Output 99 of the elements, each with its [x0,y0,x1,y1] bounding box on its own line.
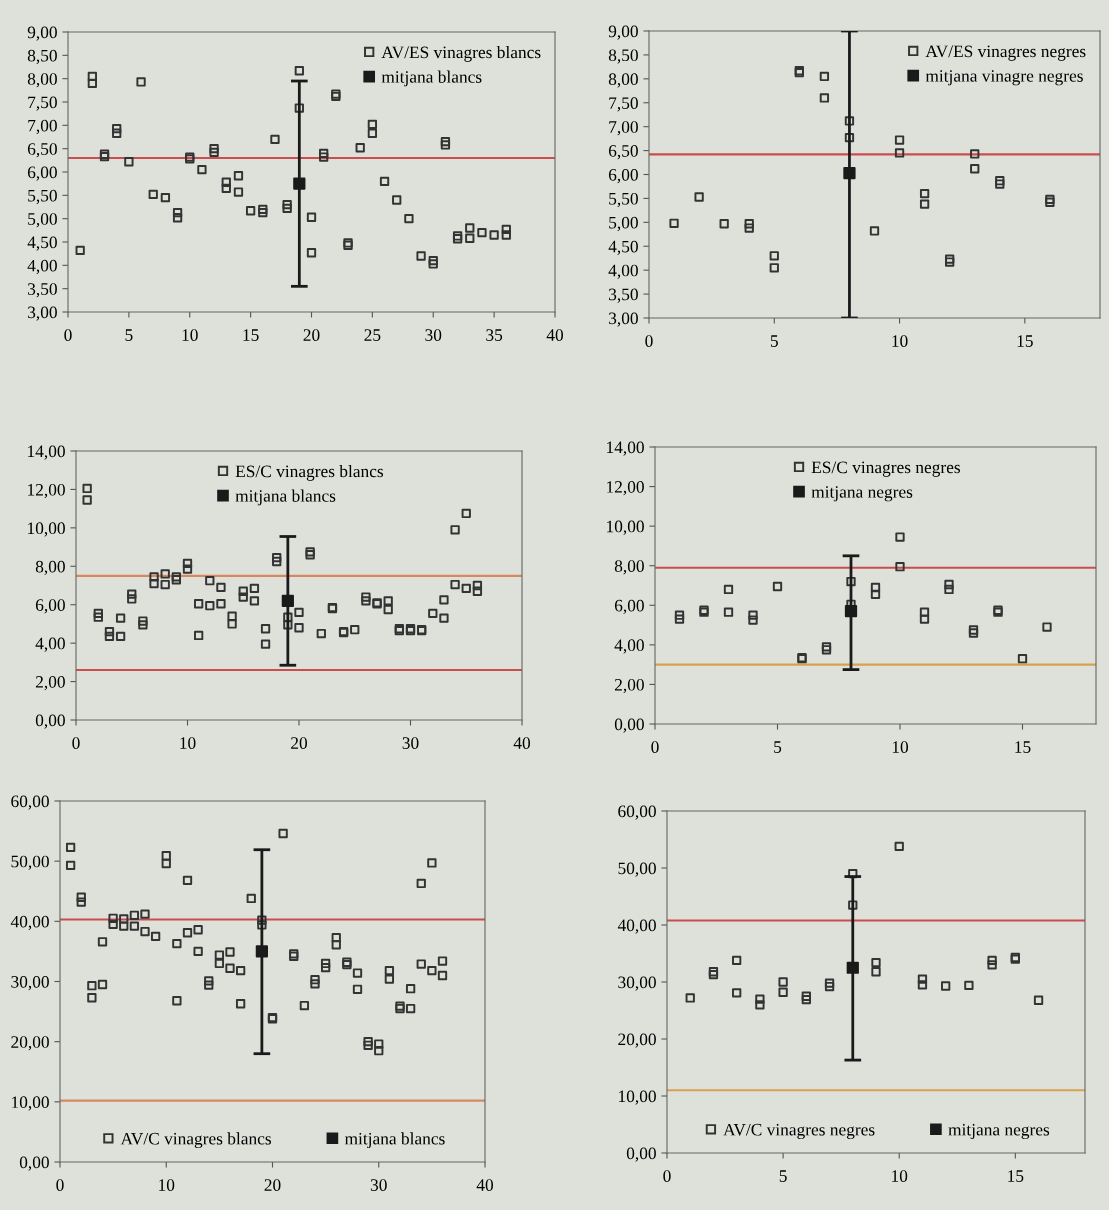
x-tick-label: 0 [56,1179,64,1191]
x-tick-label: 15 [1008,1170,1024,1182]
x-tick-label: 30 [370,1179,387,1191]
x-tick-label: 15 [1017,335,1033,347]
y-tick-label: 30,00 [11,975,49,991]
x-tick-label: 20 [303,329,320,341]
x-tick-label: 0 [651,741,659,753]
x-tick-label: 10 [892,335,908,347]
x-tick-label: 10 [180,737,196,749]
x-tick-label: 40 [476,1179,494,1191]
y-tick-label: 30,00 [618,976,656,991]
x-tick-label: 10 [892,741,909,753]
x-tick-label: 20 [291,737,308,749]
y-tick-label: 12,00 [607,481,644,496]
y-tick-label: 8,00 [608,73,638,88]
x-tick-label: 10 [892,1170,908,1182]
x-tick-label: 5 [125,329,133,341]
y-tick-label: 60,00 [11,795,49,810]
x-tick-label: 5 [770,335,778,347]
legend-label: ES/C vinagres negres [811,461,961,477]
y-tick-label: 50,00 [618,862,656,877]
x-tick-label: 0 [663,1170,671,1182]
x-tick-label: 30 [402,737,419,749]
y-tick-label: 4,00 [27,259,57,275]
y-tick-label: 7,50 [609,97,638,112]
x-tick-label: 10 [159,1179,175,1191]
y-tick-label: 12,00 [28,483,65,499]
y-tick-label: 5,00 [28,213,57,228]
x-tick-label: 0 [72,737,80,749]
x-tick-label: 5 [779,1170,787,1182]
x-tick-label: 10 [182,329,198,341]
y-tick-label: 4,50 [608,240,638,255]
y-tick-label: 8,50 [27,49,57,65]
x-tick-label: 5 [774,741,782,753]
legend-label: mitjana negres [811,486,913,502]
y-tick-label: 9,00 [27,26,57,41]
y-tick-label: 6,00 [614,599,644,614]
y-tick-label: 3,00 [28,306,57,321]
y-tick-label: 2,00 [35,676,65,691]
legend-label: mitjana blancs [344,1132,445,1149]
y-tick-label: 20,00 [618,1033,656,1048]
x-tick-label: 0 [645,335,653,347]
y-tick-label: 5,00 [609,216,638,232]
y-tick-label: 10,00 [607,520,644,535]
y-tick-label: 7,00 [609,121,638,136]
y-tick-label: 4,00 [614,639,644,654]
y-tick-label: 60,00 [618,805,656,820]
x-tick-label: 25 [364,329,381,341]
x-tick-label: 15 [1015,741,1031,753]
y-tick-label: 7,00 [28,119,57,135]
y-tick-label: 0,00 [19,1156,49,1171]
y-tick-label: 3,50 [609,288,638,303]
y-tick-label: 4,00 [35,637,65,652]
y-tick-label: 8,00 [27,73,57,88]
y-tick-label: 8,00 [35,560,65,575]
y-tick-label: 5,50 [28,189,57,205]
x-tick-label: 0 [64,329,72,341]
y-tick-label: 14,00 [28,445,65,460]
x-tick-label: 40 [513,737,531,749]
x-tick-label: 30 [425,329,442,341]
y-tick-label: 3,00 [609,312,638,327]
y-tick-label: 0,00 [35,714,65,729]
y-tick-label: 0,00 [626,1147,656,1162]
y-tick-label: 40,00 [617,919,656,934]
x-tick-label: 20 [264,1179,281,1191]
legend-label: mitjana vinagre negres [925,70,1083,86]
legend-label: mitjana blancs [235,489,336,506]
y-tick-label: 6,00 [27,166,57,181]
legend-label: mitjana negres [948,1123,1050,1140]
y-tick-label: 40,00 [10,915,49,931]
y-tick-label: 4,00 [608,264,638,279]
y-tick-label: 4,50 [27,236,57,251]
y-tick-label: 6,00 [608,168,638,184]
y-tick-label: 0,00 [614,718,644,733]
y-tick-label: 6,50 [27,143,57,158]
y-tick-label: 50,00 [11,855,49,870]
legend-label: AV/ES vinagres negres [925,45,1086,61]
y-tick-label: 10,00 [619,1090,656,1105]
y-tick-label: 7,50 [28,96,57,111]
x-tick-label: 35 [486,329,503,341]
legend-label: AV/C vinagres blancs [120,1132,271,1149]
legend-label: AV/ES vinagres blancs [381,45,541,62]
y-tick-label: 8,50 [608,49,638,64]
y-tick-label: 2,00 [614,678,644,694]
x-tick-label: 40 [546,329,564,341]
y-tick-label: 6,00 [35,599,65,614]
legend-label: ES/C vinagres blancs [235,464,384,481]
y-tick-label: 8,00 [614,560,644,575]
y-tick-label: 14,00 [607,441,644,456]
y-tick-label: 20,00 [11,1036,49,1051]
y-tick-label: 9,00 [608,25,638,40]
x-tick-label: 15 [243,329,259,341]
y-tick-label: 6,50 [608,145,638,160]
y-tick-label: 10,00 [12,1096,49,1111]
y-tick-label: 5,50 [609,192,638,208]
y-tick-label: 3,50 [28,283,57,298]
y-tick-label: 10,00 [28,522,65,537]
legend-label: AV/C vinagres negres [723,1123,875,1140]
legend-label: mitjana blancs [381,70,482,87]
